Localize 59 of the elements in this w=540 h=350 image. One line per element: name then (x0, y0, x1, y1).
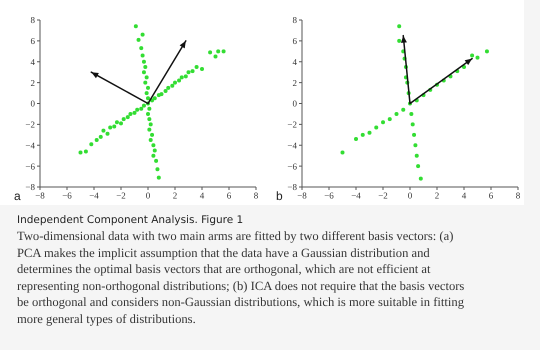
point (410, 122, 415, 126)
point (401, 108, 406, 112)
point (397, 38, 402, 43)
y-tick-label: 0 (292, 98, 298, 109)
text: Independent Component Analysis. Figure 1 (17, 214, 244, 226)
x-tick-label: 2 (434, 190, 440, 200)
y-tick-label: −8 (25, 182, 36, 192)
y-tick-label: 8 (30, 15, 36, 26)
y-tick-label: 6 (30, 36, 36, 46)
y-tick-label: 4 (292, 56, 298, 67)
x-tick-label: 6 (226, 190, 232, 200)
x-tick-label: 0 (408, 190, 413, 200)
point (416, 164, 420, 168)
y-tick-label: −6 (287, 161, 298, 172)
point (394, 112, 398, 116)
point (388, 117, 392, 122)
point (470, 53, 474, 58)
x-tick-label: 2 (172, 190, 178, 200)
text: Two-dimensional data with two main arms are fitted by two different basis vectors: (a) PCA makes the implicit assumption that the data have a Gaussian distribution and determines the optimal basis vectors that are orthogonal, which are not efficient at representing non-orthogonal distributions; (b) ICA does not require that the basis vectors be orthogonal and considers non-Gaussian distributions, which is more suitable in fitting more general types of distributions. (17, 228, 466, 328)
x-tick-label: −4 (89, 190, 100, 200)
y-tick-label: 8 (292, 15, 298, 26)
x-tick-label: −6 (62, 190, 72, 200)
text: b (276, 189, 283, 203)
y-tick-label: −4 (25, 140, 36, 150)
text: a (14, 189, 21, 203)
point (409, 112, 414, 116)
y-tick-label: −2 (25, 120, 35, 130)
y-tick-label: −8 (287, 182, 298, 192)
point (374, 126, 378, 130)
y-tick-label: 4 (30, 56, 36, 67)
point (413, 143, 418, 148)
y-tick-label: 6 (292, 36, 298, 46)
x-tick-label: 6 (488, 190, 494, 200)
y-tick-label: 0 (30, 98, 36, 109)
x-tick-label: −6 (324, 190, 334, 200)
x-tick-label: 4 (462, 190, 467, 200)
x-tick-label: −2 (378, 190, 388, 200)
y-tick-label: −4 (287, 140, 298, 150)
x-tick-label: 8 (516, 190, 521, 200)
point (476, 56, 480, 60)
point (381, 120, 385, 124)
y-tick-label: 2 (292, 78, 297, 88)
y-tick-label: 2 (30, 78, 35, 88)
point (412, 132, 416, 137)
point (414, 154, 419, 158)
point (360, 132, 365, 137)
x-tick-label: 4 (200, 190, 205, 200)
point (418, 176, 423, 181)
x-tick-label: 0 (146, 190, 151, 200)
x-tick-label: −2 (116, 190, 126, 200)
x-tick-label: −4 (351, 190, 362, 200)
point (354, 136, 358, 141)
y-tick-label: −2 (287, 120, 297, 130)
point (368, 130, 372, 135)
point (397, 24, 402, 28)
y-tick-label: −6 (25, 161, 36, 172)
point (484, 49, 489, 54)
x-tick-label: 8 (254, 190, 259, 200)
point (340, 150, 344, 155)
